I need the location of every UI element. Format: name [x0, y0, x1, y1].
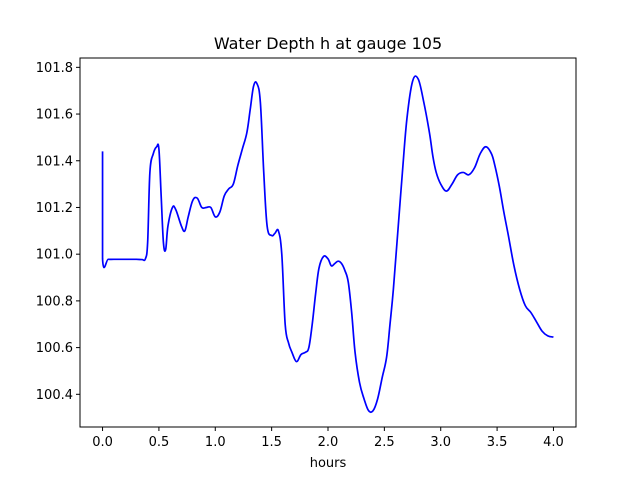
series-line-0: [101, 75, 554, 414]
x-axis-label: hours: [310, 456, 347, 471]
x-tick-label: 3.0: [430, 435, 451, 450]
y-tick-label: 101.0: [36, 248, 73, 263]
x-tick-label: 3.5: [487, 435, 508, 450]
plot-frame: [79, 57, 577, 428]
x-tick-label: 0.5: [149, 435, 170, 450]
x-tick-label: 1.0: [205, 435, 226, 450]
y-tick-label: 100.4: [36, 388, 73, 403]
chart-title: Water Depth h at gauge 105: [214, 34, 442, 53]
x-tick-label: 4.0: [543, 435, 564, 450]
y-axis-ticks: 100.4 100.6 100.8 101.0 101.2 101.4 101.6 101.8: [36, 61, 80, 403]
y-tick-label: 100.6: [36, 341, 73, 356]
y-tick-label: 101.4: [36, 154, 73, 169]
y-tick-label: 100.8: [36, 294, 73, 309]
y-tick-label: 101.6: [36, 108, 73, 123]
x-tick-label: 2.0: [318, 435, 339, 450]
y-tick-label: 101.2: [36, 201, 73, 216]
x-tick-label: 0.0: [92, 435, 113, 450]
y-tick-label: 101.8: [36, 61, 73, 76]
x-tick-label: 2.5: [374, 435, 395, 450]
x-tick-label: 1.5: [261, 435, 282, 450]
plot-data-layer: [101, 75, 554, 414]
x-axis-ticks: 0.0 0.5 1.0 1.5 2.0 2.5 3.0 3.5 4.0: [92, 427, 564, 450]
